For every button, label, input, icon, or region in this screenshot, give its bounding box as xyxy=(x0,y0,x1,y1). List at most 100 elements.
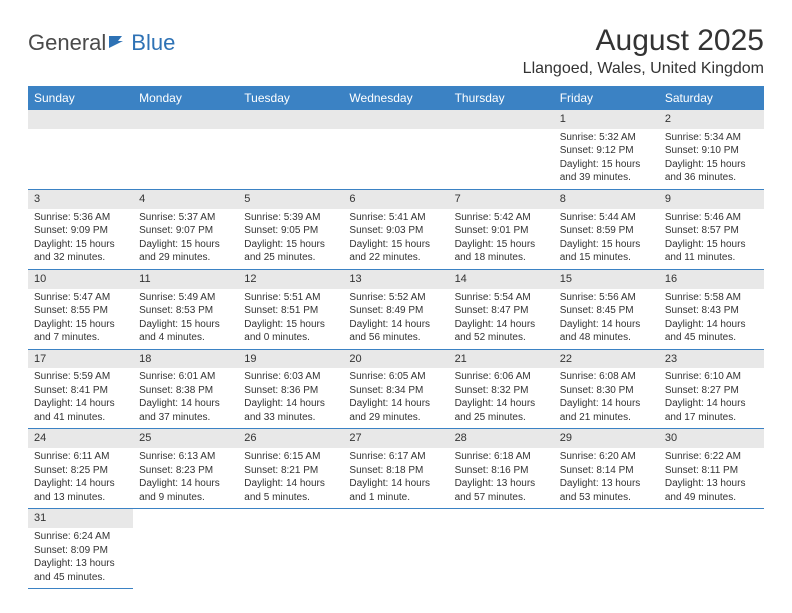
sunrise-text: Sunrise: 5:44 AM xyxy=(560,211,653,225)
day-detail-cell xyxy=(449,528,554,589)
sunrise-text: Sunrise: 5:49 AM xyxy=(139,291,232,305)
sunset-text: Sunset: 8:57 PM xyxy=(665,224,758,238)
day-number-cell: 14 xyxy=(449,269,554,288)
logo-text-blue: Blue xyxy=(131,30,175,56)
daylight-text-1: Daylight: 14 hours xyxy=(455,318,548,332)
day-detail-cell: Sunrise: 6:06 AMSunset: 8:32 PMDaylight:… xyxy=(449,368,554,429)
day-number-cell: 27 xyxy=(343,429,448,448)
sunset-text: Sunset: 8:32 PM xyxy=(455,384,548,398)
day-detail-cell: Sunrise: 5:36 AMSunset: 9:09 PMDaylight:… xyxy=(28,209,133,270)
sunset-text: Sunset: 8:23 PM xyxy=(139,464,232,478)
daylight-text-1: Daylight: 14 hours xyxy=(560,318,653,332)
daylight-text-2: and 25 minutes. xyxy=(455,411,548,425)
day-detail-cell xyxy=(238,528,343,589)
day-detail-cell xyxy=(343,129,448,190)
day-detail-cell xyxy=(238,129,343,190)
day-number-cell: 3 xyxy=(28,189,133,208)
day-detail-cell: Sunrise: 5:51 AMSunset: 8:51 PMDaylight:… xyxy=(238,289,343,350)
day-number-cell xyxy=(343,509,448,528)
daylight-text-1: Daylight: 14 hours xyxy=(139,397,232,411)
day-number-cell xyxy=(449,110,554,129)
day-detail-cell: Sunrise: 5:56 AMSunset: 8:45 PMDaylight:… xyxy=(554,289,659,350)
daylight-text-2: and 9 minutes. xyxy=(139,491,232,505)
day-detail-cell: Sunrise: 5:39 AMSunset: 9:05 PMDaylight:… xyxy=(238,209,343,270)
daylight-text-1: Daylight: 14 hours xyxy=(244,397,337,411)
header-row: General Blue August 2025 Llangoed, Wales… xyxy=(28,24,764,78)
sunrise-text: Sunrise: 5:41 AM xyxy=(349,211,442,225)
weekday-header: Sunday xyxy=(28,86,133,110)
day-number-cell: 7 xyxy=(449,189,554,208)
daylight-text-1: Daylight: 14 hours xyxy=(349,477,442,491)
sunrise-text: Sunrise: 5:39 AM xyxy=(244,211,337,225)
sunrise-text: Sunrise: 6:18 AM xyxy=(455,450,548,464)
day-detail-cell: Sunrise: 6:20 AMSunset: 8:14 PMDaylight:… xyxy=(554,448,659,509)
sunrise-text: Sunrise: 6:17 AM xyxy=(349,450,442,464)
day-detail-cell: Sunrise: 6:03 AMSunset: 8:36 PMDaylight:… xyxy=(238,368,343,429)
daylight-text-1: Daylight: 14 hours xyxy=(455,397,548,411)
sunset-text: Sunset: 8:55 PM xyxy=(34,304,127,318)
day-number-cell: 28 xyxy=(449,429,554,448)
day-detail-cell: Sunrise: 5:46 AMSunset: 8:57 PMDaylight:… xyxy=(659,209,764,270)
sunrise-text: Sunrise: 6:10 AM xyxy=(665,370,758,384)
daylight-text-1: Daylight: 14 hours xyxy=(139,477,232,491)
daylight-text-2: and 0 minutes. xyxy=(244,331,337,345)
daylight-text-2: and 25 minutes. xyxy=(244,251,337,265)
day-detail-cell: Sunrise: 6:01 AMSunset: 8:38 PMDaylight:… xyxy=(133,368,238,429)
daynum-row: 31 xyxy=(28,509,764,528)
sunset-text: Sunset: 9:09 PM xyxy=(34,224,127,238)
day-number-cell xyxy=(554,509,659,528)
day-detail-cell xyxy=(133,528,238,589)
day-number-cell: 20 xyxy=(343,349,448,368)
day-number-cell: 23 xyxy=(659,349,764,368)
weekday-header: Friday xyxy=(554,86,659,110)
daylight-text-1: Daylight: 14 hours xyxy=(349,397,442,411)
sunrise-text: Sunrise: 5:32 AM xyxy=(560,131,653,145)
day-detail-cell xyxy=(449,129,554,190)
daylight-text-1: Daylight: 15 hours xyxy=(665,158,758,172)
sunset-text: Sunset: 8:47 PM xyxy=(455,304,548,318)
daylight-text-1: Daylight: 15 hours xyxy=(139,318,232,332)
sunrise-text: Sunrise: 5:46 AM xyxy=(665,211,758,225)
daylight-text-2: and 48 minutes. xyxy=(560,331,653,345)
sunset-text: Sunset: 8:43 PM xyxy=(665,304,758,318)
day-detail-cell: Sunrise: 6:18 AMSunset: 8:16 PMDaylight:… xyxy=(449,448,554,509)
daylight-text-2: and 56 minutes. xyxy=(349,331,442,345)
day-detail-cell: Sunrise: 6:17 AMSunset: 8:18 PMDaylight:… xyxy=(343,448,448,509)
sunrise-text: Sunrise: 5:54 AM xyxy=(455,291,548,305)
sunset-text: Sunset: 8:30 PM xyxy=(560,384,653,398)
day-detail-cell: Sunrise: 5:47 AMSunset: 8:55 PMDaylight:… xyxy=(28,289,133,350)
sunset-text: Sunset: 8:53 PM xyxy=(139,304,232,318)
daylight-text-1: Daylight: 14 hours xyxy=(560,397,653,411)
day-detail-cell: Sunrise: 5:37 AMSunset: 9:07 PMDaylight:… xyxy=(133,209,238,270)
daylight-text-2: and 32 minutes. xyxy=(34,251,127,265)
daylight-text-1: Daylight: 15 hours xyxy=(244,318,337,332)
sunset-text: Sunset: 8:38 PM xyxy=(139,384,232,398)
daylight-text-1: Daylight: 14 hours xyxy=(244,477,337,491)
day-number-cell: 22 xyxy=(554,349,659,368)
daylight-text-2: and 11 minutes. xyxy=(665,251,758,265)
daylight-text-1: Daylight: 13 hours xyxy=(665,477,758,491)
sunset-text: Sunset: 8:09 PM xyxy=(34,544,127,558)
day-number-cell xyxy=(238,110,343,129)
day-number-cell: 15 xyxy=(554,269,659,288)
sunrise-text: Sunrise: 6:11 AM xyxy=(34,450,127,464)
day-number-cell xyxy=(343,110,448,129)
calendar-table: Sunday Monday Tuesday Wednesday Thursday… xyxy=(28,86,764,589)
weekday-header: Wednesday xyxy=(343,86,448,110)
sunrise-text: Sunrise: 6:24 AM xyxy=(34,530,127,544)
day-number-cell xyxy=(133,110,238,129)
calendar-body: 12Sunrise: 5:32 AMSunset: 9:12 PMDayligh… xyxy=(28,110,764,589)
title-block: August 2025 Llangoed, Wales, United King… xyxy=(523,24,764,78)
day-detail-cell: Sunrise: 5:32 AMSunset: 9:12 PMDaylight:… xyxy=(554,129,659,190)
daylight-text-2: and 13 minutes. xyxy=(34,491,127,505)
daylight-text-1: Daylight: 13 hours xyxy=(34,557,127,571)
daylight-text-1: Daylight: 14 hours xyxy=(349,318,442,332)
day-number-cell: 16 xyxy=(659,269,764,288)
daylight-text-1: Daylight: 14 hours xyxy=(34,477,127,491)
sunrise-text: Sunrise: 5:47 AM xyxy=(34,291,127,305)
day-number-cell: 11 xyxy=(133,269,238,288)
daylight-text-1: Daylight: 15 hours xyxy=(665,238,758,252)
day-number-cell: 6 xyxy=(343,189,448,208)
detail-row: Sunrise: 5:47 AMSunset: 8:55 PM Daylight:… xyxy=(28,289,764,350)
day-detail-cell: Sunrise: 6:13 AMSunset: 8:23 PMDaylight:… xyxy=(133,448,238,509)
